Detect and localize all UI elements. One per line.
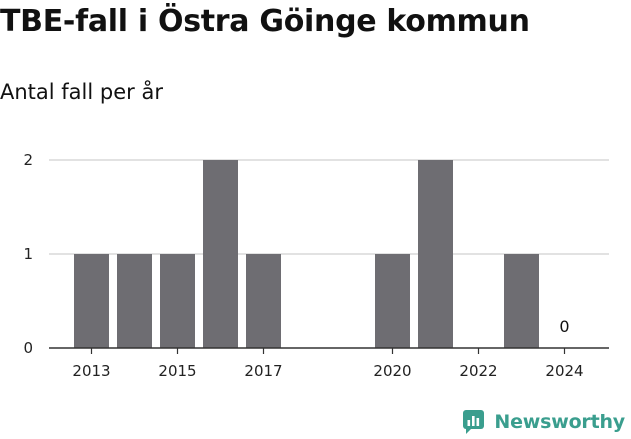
y-tick-label-2: 2 — [23, 151, 33, 169]
bar-2014 — [117, 254, 152, 348]
bar-2015 — [160, 254, 195, 348]
x-tick-label-2024: 2024 — [545, 362, 583, 380]
annotations: 0 — [559, 317, 569, 336]
x-axis — [49, 347, 609, 354]
bar-2023 — [504, 254, 539, 348]
x-tick-label-2015: 2015 — [158, 362, 196, 380]
x-tick-label-2022: 2022 — [459, 362, 497, 380]
y-tick-label-0: 0 — [23, 339, 33, 357]
bar-2020 — [375, 254, 410, 348]
y-tick-label-1: 1 — [23, 245, 33, 263]
x-tick-label-2017: 2017 — [244, 362, 282, 380]
bars — [74, 160, 539, 348]
bar-2013 — [74, 254, 109, 348]
x-tick-label-2013: 2013 — [72, 362, 110, 380]
x-tick-label-2020: 2020 — [373, 362, 411, 380]
grid-lines — [49, 159, 609, 255]
chart-subtitle: Antal fall per år — [0, 80, 163, 104]
x-axis-labels: 2013 2015 2017 2020 2022 2024 — [72, 362, 583, 380]
value-label-2024: 0 — [559, 317, 569, 336]
bar-2021 — [418, 160, 453, 348]
bar-2016 — [203, 160, 238, 348]
newsworthy-logo-icon — [463, 410, 485, 434]
bar-2017 — [246, 254, 281, 348]
brand-name: Newsworthy — [494, 411, 625, 433]
y-axis-labels: 0 1 2 — [23, 151, 33, 357]
chart-title: TBE-fall i Östra Göinge kommun — [0, 4, 530, 39]
brand-footer: Newsworthy — [462, 409, 625, 435]
